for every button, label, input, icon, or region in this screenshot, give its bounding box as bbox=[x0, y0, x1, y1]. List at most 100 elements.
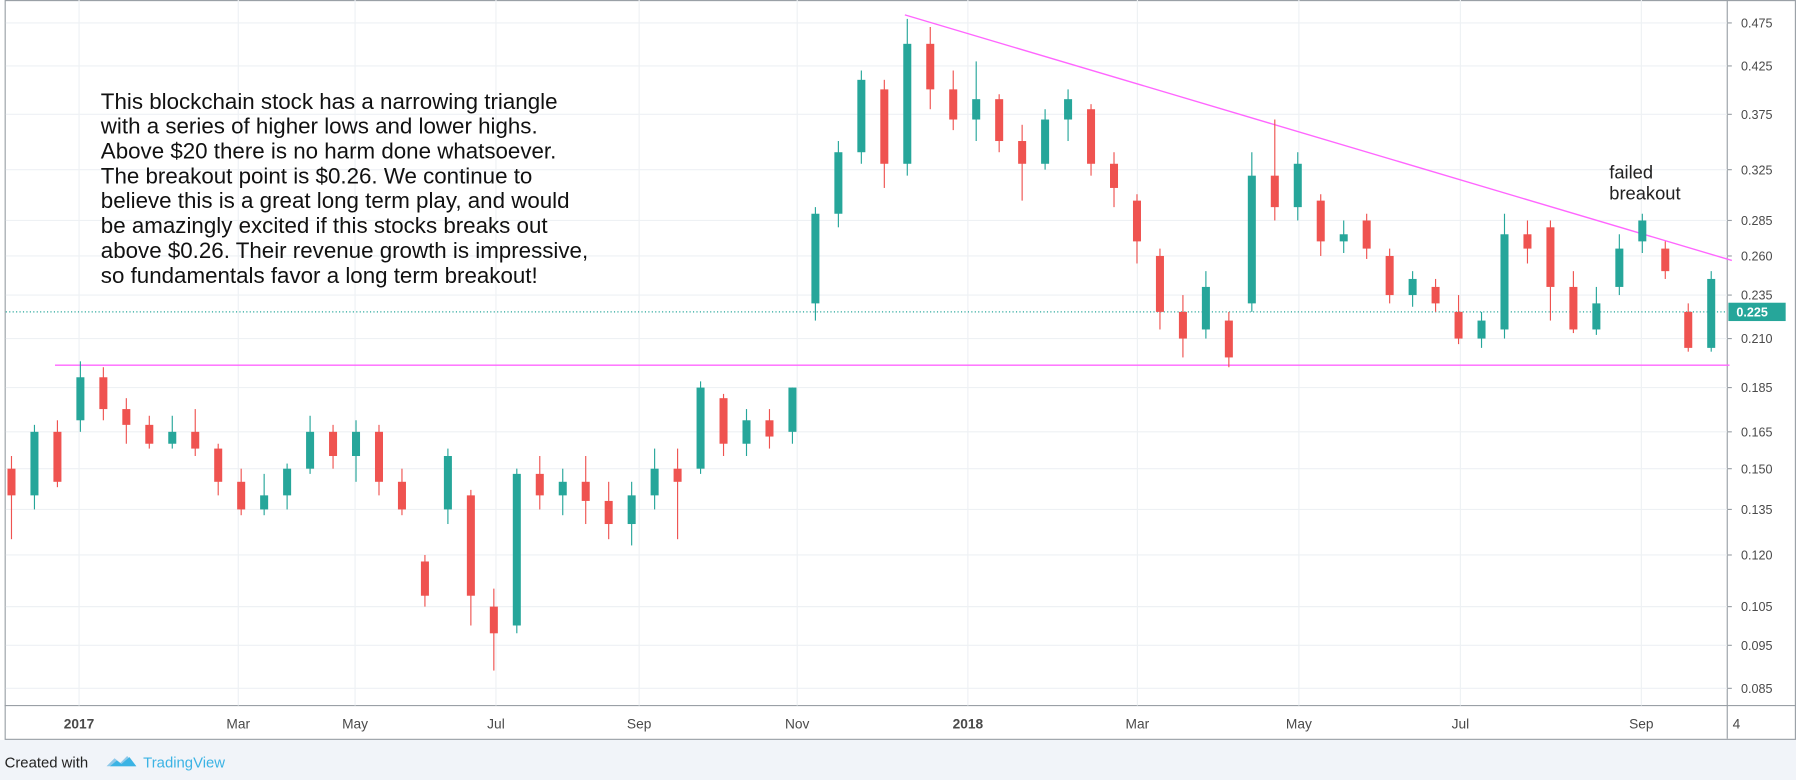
candle-body bbox=[122, 409, 131, 425]
x-tick-label: Mar bbox=[1126, 716, 1150, 731]
tradingview-logo bbox=[106, 755, 137, 767]
x-tick-label: May bbox=[1286, 716, 1312, 731]
candle-body bbox=[489, 606, 498, 634]
candle-body bbox=[214, 448, 223, 482]
candle-body bbox=[30, 431, 39, 496]
candle-body bbox=[1018, 141, 1027, 164]
candle-body bbox=[949, 89, 958, 120]
annotation-line: with a series of higher lows and lower h… bbox=[100, 114, 538, 139]
candle-body bbox=[719, 398, 728, 444]
candle-body bbox=[260, 495, 269, 510]
annotation-line: so fundamentals favor a long term breako… bbox=[101, 263, 538, 288]
x-tick-label: Sep bbox=[627, 716, 652, 731]
axes: 0.475 0.425 0.375 0.325 0.285 0.260 0.235 0.210… bbox=[64, 16, 1786, 731]
candle-body bbox=[1707, 278, 1716, 348]
candle-body bbox=[1684, 311, 1693, 348]
candle-body bbox=[168, 431, 177, 444]
candle-body bbox=[512, 473, 521, 626]
x-tick-label: 2018 bbox=[953, 716, 984, 731]
y-tick-label: 0.165 bbox=[1741, 425, 1772, 439]
candle-body bbox=[466, 495, 475, 596]
candle-body bbox=[880, 89, 889, 164]
annotation-line: believe this is a great long term play, … bbox=[101, 188, 570, 213]
candle-body bbox=[1041, 119, 1050, 164]
candle-body bbox=[1247, 175, 1256, 304]
x-tick-label: Jul bbox=[1452, 716, 1470, 731]
y-tick-label: 0.150 bbox=[1741, 462, 1772, 476]
annotation-line: This blockchain stock has a narrowing tr… bbox=[101, 89, 558, 114]
x-tick-label: Sep bbox=[1629, 716, 1654, 731]
candle-body bbox=[972, 99, 981, 120]
candle-body bbox=[1661, 248, 1670, 272]
callout-line: failed bbox=[1609, 162, 1653, 183]
x-tick-label: 2017 bbox=[64, 716, 95, 731]
candle-body bbox=[903, 43, 912, 164]
x-tick-label: Jul bbox=[487, 716, 505, 731]
candle-body bbox=[1132, 200, 1141, 242]
y-tick-label: 0.105 bbox=[1741, 600, 1772, 614]
candle-body bbox=[283, 468, 292, 496]
candle-body bbox=[1454, 311, 1463, 339]
y-tick-label: 0.285 bbox=[1741, 214, 1772, 228]
plot bbox=[5, 14, 1733, 671]
annotation-line: be amazingly excited if this stocks brea… bbox=[101, 213, 549, 238]
y-tick-label: 0.135 bbox=[1741, 503, 1772, 517]
candle-body bbox=[834, 152, 843, 214]
candle-body bbox=[420, 561, 429, 596]
candle-body bbox=[1385, 255, 1394, 296]
candle-body bbox=[811, 213, 820, 304]
candle-body bbox=[1431, 286, 1440, 304]
candle-body bbox=[1110, 163, 1119, 188]
candle-body bbox=[765, 420, 774, 437]
annotation-line: above $0.26. Their revenue growth is imp… bbox=[101, 238, 588, 263]
candle-body bbox=[1523, 234, 1532, 249]
y-tick-label: 0.475 bbox=[1741, 16, 1772, 30]
candle-body bbox=[53, 431, 62, 482]
last-price-badge bbox=[1728, 302, 1786, 322]
candle-body bbox=[1224, 320, 1233, 358]
candle-body bbox=[374, 431, 383, 482]
resistance-line bbox=[904, 14, 1733, 262]
x-tick-label: Nov bbox=[785, 716, 810, 731]
candle-body bbox=[1500, 234, 1509, 330]
candle-body bbox=[1615, 248, 1624, 287]
y-tick-label: 0.425 bbox=[1741, 60, 1772, 74]
candle-body bbox=[627, 495, 636, 525]
candle-body bbox=[1155, 255, 1164, 312]
footer-brand[interactable]: TradingView bbox=[143, 755, 225, 771]
candle-body bbox=[191, 431, 200, 449]
y-tick-label: 0.325 bbox=[1741, 163, 1772, 177]
candle-body bbox=[306, 431, 315, 469]
candle-body bbox=[145, 424, 154, 444]
frame bbox=[4, 0, 1796, 740]
candle-body bbox=[1293, 163, 1302, 208]
footer-prefix: Created with bbox=[5, 755, 89, 771]
y-tick-label: 0.120 bbox=[1741, 549, 1772, 563]
candle-body bbox=[352, 431, 361, 457]
last-price-label: 0.225 bbox=[1736, 305, 1767, 319]
y-tick-label: 0.095 bbox=[1741, 639, 1772, 653]
candle-body bbox=[1408, 278, 1417, 296]
candle-body bbox=[329, 431, 338, 457]
candle-body bbox=[1638, 220, 1647, 242]
x-tick-label: May bbox=[342, 716, 368, 731]
candle-body bbox=[76, 377, 85, 421]
candle-body bbox=[1087, 109, 1096, 164]
candle-body bbox=[1064, 99, 1073, 120]
x-tick-label: 4 bbox=[1733, 716, 1741, 731]
candle-body bbox=[1178, 311, 1187, 339]
candle-body bbox=[1569, 286, 1578, 330]
candle-body bbox=[995, 99, 1004, 142]
candle-body bbox=[1546, 227, 1555, 287]
candle-body bbox=[926, 43, 935, 90]
candle-body bbox=[1362, 220, 1371, 249]
candle-body bbox=[1477, 320, 1486, 339]
candle-body bbox=[742, 420, 751, 444]
annotation-line: Above $20 there is no harm done whatsoev… bbox=[101, 139, 557, 164]
candle-body bbox=[99, 377, 108, 410]
candle-body bbox=[535, 473, 544, 496]
y-tick-label: 0.185 bbox=[1741, 381, 1772, 395]
y-tick-label: 0.235 bbox=[1741, 289, 1772, 303]
candle-body bbox=[1201, 286, 1210, 330]
